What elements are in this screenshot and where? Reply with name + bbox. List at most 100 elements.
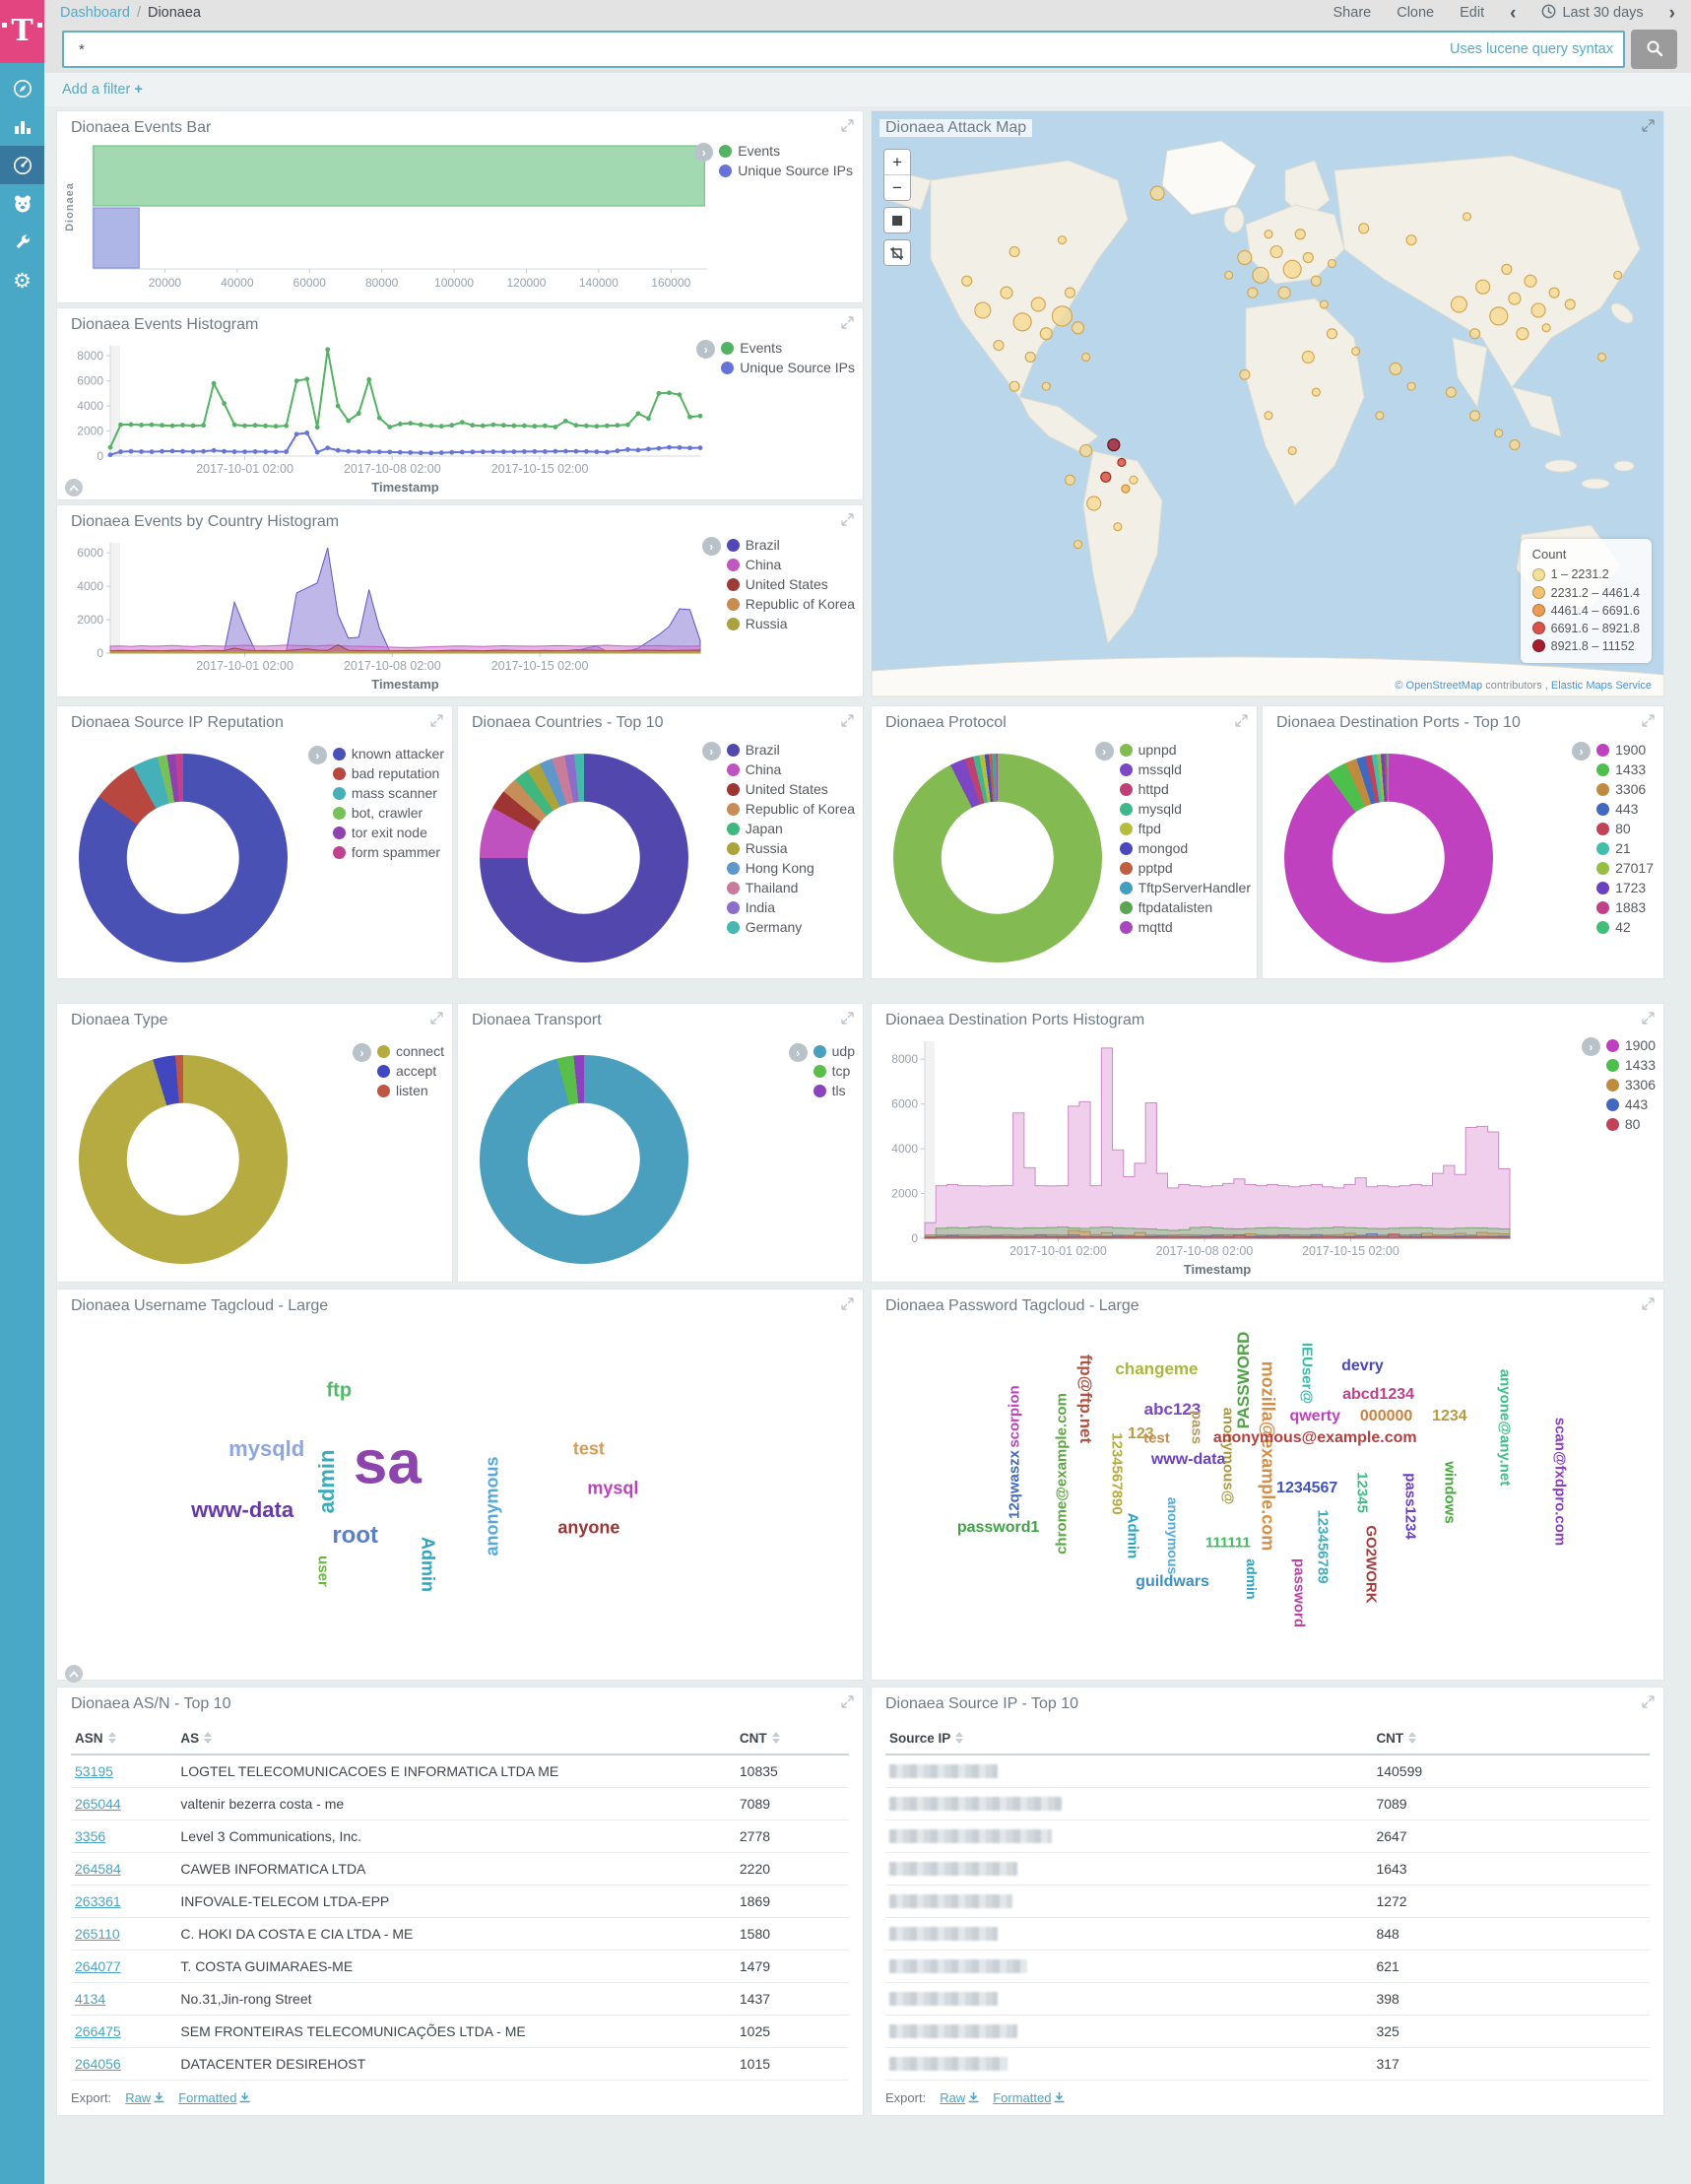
attack-marker[interactable] xyxy=(1264,411,1273,421)
tagcloud-word[interactable]: ftp@ftp.net xyxy=(1076,1354,1096,1443)
legend-item[interactable]: httpd xyxy=(1119,781,1251,797)
tagcloud-word[interactable]: windows xyxy=(1441,1461,1459,1524)
legend-item[interactable]: India xyxy=(726,899,855,915)
countries-donut-chart[interactable] xyxy=(480,754,688,962)
legend-item[interactable]: China xyxy=(726,557,855,572)
attack-marker[interactable] xyxy=(1302,251,1314,264)
attack-marker[interactable] xyxy=(1057,235,1068,245)
attack-marker[interactable] xyxy=(1073,539,1083,550)
attack-marker[interactable] xyxy=(1375,411,1385,421)
attack-marker[interactable] xyxy=(1071,321,1085,335)
expand-icon[interactable] xyxy=(841,714,855,728)
legend-item[interactable]: mysqld xyxy=(1119,801,1251,817)
osm-link[interactable]: © OpenStreetMap xyxy=(1395,680,1483,692)
expand-icon[interactable] xyxy=(841,1012,855,1026)
legend-item[interactable]: pptpd xyxy=(1119,860,1251,876)
legend-toggle-button[interactable]: › xyxy=(307,746,327,764)
attack-marker[interactable] xyxy=(1389,362,1402,375)
column-header-asn[interactable]: ASN xyxy=(71,1723,177,1755)
attack-marker[interactable] xyxy=(1239,368,1251,380)
legend-toggle-button[interactable]: › xyxy=(694,143,714,162)
legend-item[interactable]: 1883 xyxy=(1596,899,1654,915)
legend-item[interactable]: ftpd xyxy=(1119,821,1251,836)
attack-marker[interactable] xyxy=(1548,287,1560,298)
attack-marker[interactable] xyxy=(1064,287,1076,298)
tagcloud-word[interactable]: PASSWORD xyxy=(1233,1331,1253,1429)
breadcrumb-dashboard[interactable]: Dashboard xyxy=(60,5,130,21)
legend-item[interactable]: Republic of Korea xyxy=(726,596,855,612)
legend-item[interactable]: accept xyxy=(376,1063,444,1079)
attack-marker[interactable] xyxy=(1327,258,1337,269)
attack-marker[interactable] xyxy=(1079,443,1093,458)
tagcloud-word[interactable]: 12345 xyxy=(1353,1471,1371,1513)
legend-item[interactable]: mass scanner xyxy=(332,785,444,801)
tagcloud-word[interactable]: guildwars xyxy=(1136,1573,1209,1591)
time-range-picker[interactable]: Last 30 days xyxy=(1541,4,1644,23)
tagcloud-word[interactable]: changeme xyxy=(1115,1359,1199,1379)
tagcloud-word[interactable]: abcd1234 xyxy=(1342,1385,1415,1403)
attack-marker[interactable] xyxy=(1445,386,1457,398)
world-map[interactable]: + − Count 1 – 2231.2 2231.2 – 4461.4 4461.… xyxy=(872,111,1663,696)
expand-icon[interactable] xyxy=(1235,714,1249,728)
export-raw-link[interactable]: Raw xyxy=(940,2090,979,2105)
asn-link[interactable]: 53195 xyxy=(75,1763,113,1779)
attack-marker[interactable] xyxy=(1310,275,1322,287)
share-button[interactable]: Share xyxy=(1333,5,1372,21)
expand-icon[interactable] xyxy=(841,513,855,527)
legend-toggle-button[interactable]: › xyxy=(701,742,721,761)
attack-marker[interactable] xyxy=(1494,429,1504,438)
sidebar-item-dashboard[interactable] xyxy=(0,146,44,184)
legend-item[interactable]: Events xyxy=(721,340,855,356)
expand-icon[interactable] xyxy=(430,1012,444,1026)
telekom-logo[interactable]: T xyxy=(0,0,44,63)
attack-marker[interactable] xyxy=(1100,471,1112,483)
legend-item[interactable]: bad reputation xyxy=(332,765,444,781)
attack-marker[interactable] xyxy=(1509,438,1521,451)
legend-item[interactable]: Russia xyxy=(726,616,855,631)
tagcloud-word[interactable]: 1234567890 xyxy=(1108,1432,1126,1516)
asn-link[interactable]: 3356 xyxy=(75,1828,106,1844)
asn-link[interactable]: 264584 xyxy=(75,1861,121,1877)
expand-icon[interactable] xyxy=(1642,714,1656,728)
legend-toggle-button[interactable]: › xyxy=(1094,742,1114,761)
attack-marker[interactable] xyxy=(993,340,1005,352)
tagcloud-word[interactable]: mozilla@example.com xyxy=(1258,1360,1278,1552)
tagcloud-word[interactable]: Admin xyxy=(1124,1512,1141,1558)
tagcloud-word[interactable]: test xyxy=(1143,1429,1170,1447)
legend-item[interactable]: Hong Kong xyxy=(726,860,855,876)
tagcloud-word[interactable]: 1234567 xyxy=(1276,1480,1338,1497)
attack-marker[interactable] xyxy=(1468,328,1481,340)
attack-marker[interactable] xyxy=(1277,286,1291,299)
tagcloud-word[interactable]: password1 xyxy=(956,1519,1040,1537)
sidebar-item-visualize[interactable] xyxy=(0,107,44,146)
expand-icon[interactable] xyxy=(1642,1012,1656,1026)
attack-marker[interactable] xyxy=(1269,244,1283,259)
time-next-button[interactable]: › xyxy=(1668,2,1675,24)
attack-marker[interactable] xyxy=(1450,296,1468,313)
attack-marker[interactable] xyxy=(1326,328,1338,340)
ports-donut-chart[interactable] xyxy=(1284,754,1493,962)
attack-marker[interactable] xyxy=(1064,474,1076,486)
legend-item[interactable]: TftpServerHandler xyxy=(1119,880,1251,895)
tagcloud-word[interactable]: scan@fxdpro.com xyxy=(1551,1417,1569,1546)
attack-marker[interactable] xyxy=(974,301,992,319)
attack-marker[interactable] xyxy=(1287,445,1297,456)
attack-marker[interactable] xyxy=(1530,302,1546,318)
tagcloud-word[interactable]: anonymous@ xyxy=(1219,1407,1237,1505)
legend-item[interactable]: Germany xyxy=(726,919,855,935)
tagcloud-word[interactable]: user xyxy=(314,1555,332,1588)
tagcloud-word[interactable]: abc123 xyxy=(1143,1399,1202,1419)
attack-marker[interactable] xyxy=(961,275,973,287)
legend-item[interactable]: China xyxy=(726,761,855,777)
tagcloud-word[interactable]: qwerty xyxy=(1289,1407,1341,1424)
asn-link[interactable]: 263361 xyxy=(75,1893,121,1909)
attack-marker[interactable] xyxy=(1468,410,1481,422)
legend-item[interactable]: Thailand xyxy=(726,880,855,895)
tagcloud-word[interactable]: ftp xyxy=(326,1379,353,1402)
export-formatted-link[interactable]: Formatted xyxy=(178,2090,250,2105)
attack-marker[interactable] xyxy=(1041,381,1051,391)
column-header-cnt[interactable]: CNT xyxy=(1372,1723,1650,1755)
attack-marker[interactable] xyxy=(1024,351,1036,364)
tagcloud-word[interactable]: www-data xyxy=(191,1496,294,1522)
attack-marker[interactable] xyxy=(1051,305,1073,327)
